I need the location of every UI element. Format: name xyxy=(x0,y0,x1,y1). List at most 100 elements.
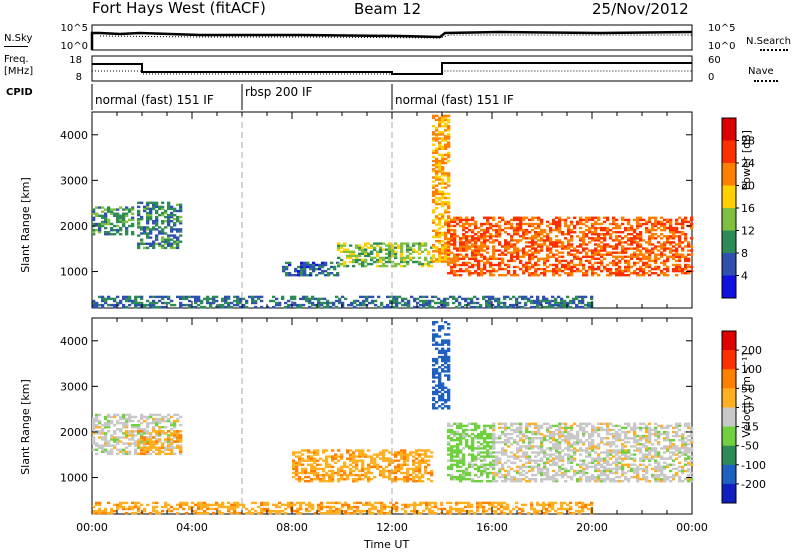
power-cell-6 xyxy=(350,301,354,305)
power-cell-6 xyxy=(134,301,138,305)
velocity-cell-2 xyxy=(310,478,314,481)
power-cell-5 xyxy=(462,218,466,222)
velocity-cell-4 xyxy=(480,469,484,473)
velocity-cell-4 xyxy=(474,426,478,430)
power-cell-4 xyxy=(432,256,436,259)
power-cell-4 xyxy=(432,250,436,253)
velocity-cell-2 xyxy=(385,457,389,460)
power-cell-5 xyxy=(561,251,565,254)
velocity-cell-5 xyxy=(630,437,634,440)
velocity-cell-2 xyxy=(367,449,371,452)
power-cell-5 xyxy=(570,267,574,271)
power-cell-5 xyxy=(480,247,484,250)
power-cell-4 xyxy=(438,168,442,171)
power-cell-5 xyxy=(624,265,628,269)
power-cell-5 xyxy=(552,253,556,256)
velocity-cell-5 xyxy=(591,457,595,460)
velocity-cell-4 xyxy=(483,426,487,430)
power-cell-3 xyxy=(343,260,347,264)
velocity-cell-2 xyxy=(418,475,422,479)
power-cell-4 xyxy=(444,174,448,177)
velocity-cell-5 xyxy=(549,430,553,434)
velocity-cell-4 xyxy=(492,424,496,428)
power-cell-6 xyxy=(563,305,567,309)
power-cell-4 xyxy=(435,184,439,187)
power-cell-0 xyxy=(104,222,108,226)
velocity-cell-5 xyxy=(519,455,523,458)
velocity-cell-5 xyxy=(624,478,628,481)
power-cell-5 xyxy=(600,253,604,256)
power-cell-5 xyxy=(657,220,661,224)
velocity-cell-3 xyxy=(438,335,442,338)
velocity-cell-2 xyxy=(406,459,410,462)
velocity-cell-3 xyxy=(441,407,445,410)
velocity-cell-5 xyxy=(627,469,631,473)
power-cell-5 xyxy=(606,233,610,236)
velocity-cell-2 xyxy=(328,463,332,466)
power-cell-6 xyxy=(422,305,426,309)
power-cell-4 xyxy=(438,178,442,181)
velocity-cell-5 xyxy=(660,424,664,428)
velocity-cell-3 xyxy=(435,392,439,396)
velocity-cell-1 xyxy=(170,434,174,437)
velocity-cell-5 xyxy=(546,461,550,464)
power-cell-5 xyxy=(492,257,496,260)
velocity-cell-5 xyxy=(597,445,601,448)
power-cell-3 xyxy=(406,244,410,247)
power-cell-1 xyxy=(176,246,180,250)
power-cell-5 xyxy=(630,228,634,232)
power-cell-3 xyxy=(391,248,395,251)
velocity-cell-5 xyxy=(564,422,568,425)
power-cell-6 xyxy=(329,301,333,305)
power-cell-6 xyxy=(197,297,201,301)
velocity-cell-0 xyxy=(131,424,135,427)
power-cell-6 xyxy=(323,305,327,309)
velocity-cell-5 xyxy=(594,445,598,448)
velocity-cell-4 xyxy=(492,478,496,481)
velocity-cell-4 xyxy=(447,430,451,434)
power-cell-5 xyxy=(492,245,496,248)
power-cell-3 xyxy=(397,246,401,249)
power-cell-4 xyxy=(435,166,439,169)
power-cell-4 xyxy=(444,260,448,263)
power-cell-5 xyxy=(639,218,643,222)
power-cell-4 xyxy=(444,241,448,245)
power-cell-5 xyxy=(648,274,652,277)
power-cell-5 xyxy=(462,269,466,273)
power-cell-2 xyxy=(303,263,307,267)
power-cell-4 xyxy=(447,256,451,259)
power-cell-5 xyxy=(657,245,661,248)
velocity-cell-5 xyxy=(654,461,658,464)
velocity-cell-2 xyxy=(421,473,425,477)
velocity-cell-4 xyxy=(450,475,454,479)
velocity-cell-5 xyxy=(540,457,544,460)
velocity-cell-5 xyxy=(612,467,616,471)
velocity-cell-3 xyxy=(435,368,439,371)
velocity-cell-5 xyxy=(666,475,670,479)
power-cell-0 xyxy=(119,218,123,222)
power-cell-5 xyxy=(627,261,631,265)
velocity-cell-5 xyxy=(624,471,628,475)
power-cell-6 xyxy=(422,299,426,303)
velocity-cell-4 xyxy=(468,478,472,481)
power-cell-4 xyxy=(435,114,439,118)
power-cell-0 xyxy=(101,206,105,209)
power-cell-5 xyxy=(630,239,634,242)
velocity-cell-2 xyxy=(376,453,380,456)
power-cell-5 xyxy=(654,253,658,256)
power-cell-5 xyxy=(453,228,457,232)
velocity-cell-0 xyxy=(149,413,153,417)
power-cell-1 xyxy=(155,222,159,225)
power-cell-6 xyxy=(194,299,198,303)
power-cell-5 xyxy=(477,226,481,230)
power-cell-5 xyxy=(573,224,577,228)
power-cell-5 xyxy=(501,228,505,232)
power-cell-4 xyxy=(438,131,442,134)
power-cell-5 xyxy=(462,226,466,230)
power-cell-6 xyxy=(347,303,351,307)
power-cell-5 xyxy=(582,237,586,240)
velocity-cell-5 xyxy=(495,457,499,460)
power-cell-5 xyxy=(663,218,667,222)
velocity-cell-5 xyxy=(525,422,529,425)
velocity-cell-5 xyxy=(645,426,649,430)
